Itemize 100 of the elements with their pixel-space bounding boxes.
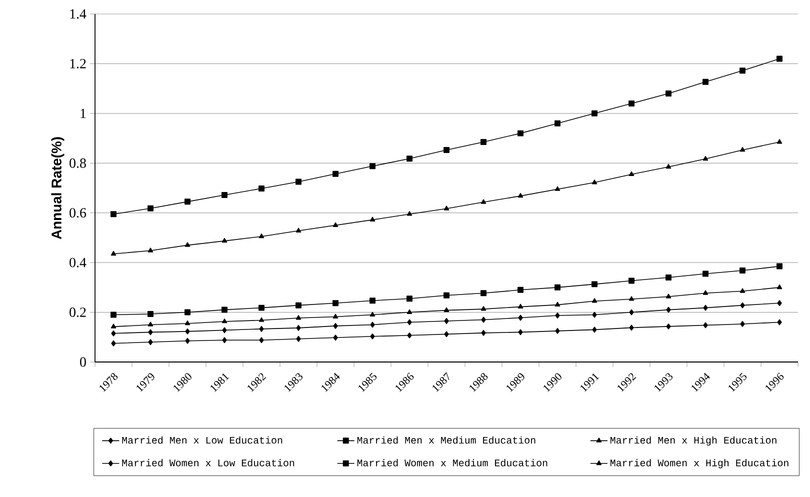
point — [148, 339, 153, 346]
point — [592, 312, 597, 318]
point — [555, 328, 560, 334]
point — [110, 312, 116, 318]
legend-label: Married Women x High Education — [610, 459, 788, 468]
point — [740, 146, 746, 152]
point — [592, 326, 597, 333]
point — [592, 298, 598, 303]
point — [776, 139, 782, 144]
point — [666, 306, 671, 313]
point — [296, 315, 302, 320]
point — [370, 298, 376, 304]
point — [554, 302, 560, 307]
point — [110, 250, 116, 256]
legend-label: Married Men x Low Education — [122, 436, 282, 444]
legend-label: Married Men x Medium Education — [357, 436, 536, 444]
y-tick-label: 0.2 — [70, 308, 86, 318]
point — [776, 263, 782, 270]
point — [702, 156, 708, 161]
point — [406, 309, 412, 314]
point — [222, 238, 228, 243]
point — [258, 186, 264, 192]
point — [332, 300, 338, 306]
point — [777, 319, 782, 326]
point — [776, 284, 782, 290]
y-tick-label: 0.4 — [70, 258, 86, 268]
point — [332, 314, 338, 318]
point — [518, 192, 524, 198]
point — [296, 336, 301, 342]
point — [296, 324, 301, 331]
point — [333, 334, 338, 341]
y-tick-label: 1 — [80, 108, 86, 118]
point — [259, 326, 264, 332]
point — [406, 296, 412, 302]
point — [628, 100, 634, 106]
point — [370, 216, 376, 222]
point — [518, 304, 524, 309]
point — [592, 281, 598, 288]
point — [628, 296, 634, 301]
point — [258, 233, 264, 238]
point — [518, 314, 523, 321]
point — [333, 322, 338, 329]
point — [554, 284, 560, 290]
point — [332, 170, 338, 177]
legend-label: Married Women x Medium Education — [357, 459, 548, 466]
point — [184, 242, 190, 247]
y-tick-label: 0.6 — [70, 208, 86, 218]
point — [148, 322, 154, 326]
point — [666, 294, 672, 298]
y-tick-label: 1.2 — [70, 58, 86, 68]
point — [740, 288, 746, 293]
point — [370, 163, 376, 170]
point — [407, 332, 412, 338]
point — [629, 309, 634, 316]
point — [444, 206, 450, 210]
point — [666, 323, 671, 330]
point — [444, 146, 450, 153]
point — [554, 186, 560, 191]
point — [148, 205, 154, 212]
point — [110, 211, 116, 218]
y-tick-label: 1.4 — [70, 9, 86, 19]
point — [480, 199, 486, 204]
point — [444, 331, 449, 338]
point — [628, 171, 634, 176]
point — [481, 330, 486, 336]
point — [702, 270, 708, 277]
point — [740, 68, 746, 74]
point — [332, 222, 338, 227]
y-tick-label: 0.8 — [70, 158, 86, 168]
point — [777, 300, 782, 306]
point — [222, 327, 227, 334]
point — [480, 306, 486, 311]
point — [740, 268, 746, 274]
y-axis-title: Annual Rate(%) — [51, 137, 64, 240]
point — [702, 78, 708, 85]
point — [222, 306, 228, 313]
point — [222, 337, 227, 344]
y-tick-label: 0 — [80, 357, 86, 367]
point — [184, 320, 190, 326]
point — [296, 228, 302, 232]
point — [370, 322, 375, 328]
point — [481, 316, 486, 323]
point — [184, 198, 190, 205]
point — [702, 290, 708, 295]
point — [148, 311, 154, 318]
point — [629, 324, 634, 331]
point — [444, 318, 449, 324]
point — [776, 56, 782, 62]
point — [407, 319, 412, 326]
point — [148, 248, 154, 252]
point — [370, 333, 375, 340]
point — [628, 278, 634, 284]
point — [518, 130, 524, 136]
point — [111, 330, 116, 336]
point — [111, 340, 116, 346]
point — [666, 90, 672, 97]
point — [185, 328, 190, 334]
point — [110, 324, 116, 328]
point — [703, 304, 708, 311]
point — [740, 320, 745, 327]
